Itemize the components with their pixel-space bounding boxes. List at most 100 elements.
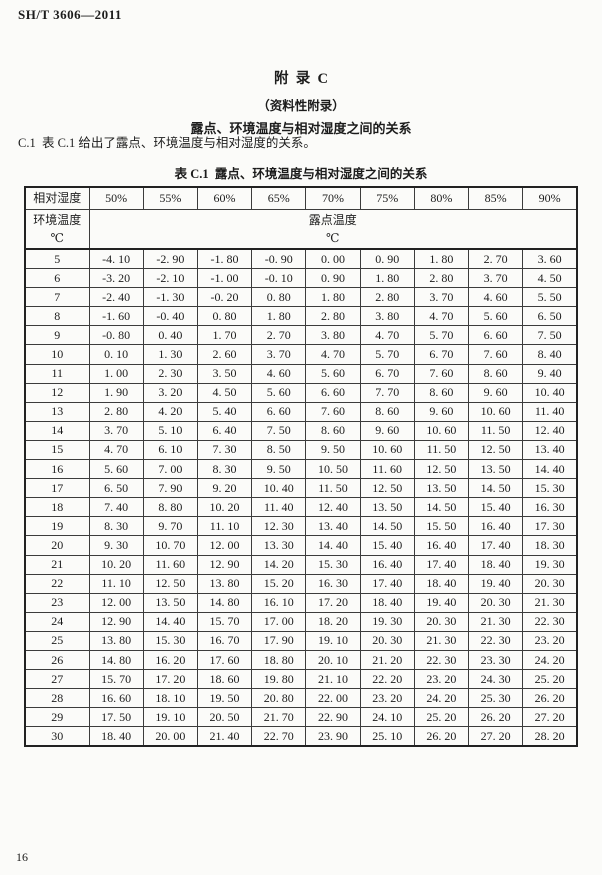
dew-point-cell: 7. 30: [196, 439, 253, 461]
dew-point-cell: 22. 30: [468, 630, 524, 651]
dew-point-cell: -1. 00: [196, 268, 253, 289]
dew-point-span-unit: ℃: [326, 231, 340, 245]
dew-point-cell: 8. 80: [142, 497, 198, 518]
table-row: 20 9. 30 10. 70 12. 00 13. 30 14. 40 15. 40 16.…: [24, 535, 578, 556]
dew-point-cell: 22. 00: [305, 688, 361, 709]
dew-point-cell: 16. 70: [196, 630, 253, 651]
table-row: 22 11. 10 12. 50 13. 80 15. 20 16. 30 17. 40 18…: [24, 573, 578, 594]
dew-point-cell: 7. 60: [413, 363, 470, 384]
dew-point-cell: 11. 60: [359, 459, 415, 480]
dew-point-cell: 10. 20: [88, 554, 144, 575]
dew-point-cell: -4. 10: [88, 248, 144, 270]
dew-point-cell: 12. 50: [413, 459, 470, 480]
ambient-temp-cell: 25: [24, 630, 90, 651]
dew-point-cell: 1. 80: [359, 268, 415, 289]
dew-point-cell: 18. 30: [522, 535, 578, 556]
dew-point-cell: 25. 10: [359, 726, 415, 747]
dew-point-cell: 11. 50: [305, 478, 361, 499]
dew-point-cell: 4. 70: [359, 325, 415, 346]
dew-point-cell: 6. 70: [413, 344, 470, 365]
dew-point-cell: 13. 30: [251, 535, 307, 556]
ambient-temp-cell: 17: [24, 478, 90, 499]
humidity-col-header: 55%: [142, 186, 198, 210]
dew-point-cell: 24. 20: [522, 649, 578, 671]
dew-point-cell: 2. 70: [251, 325, 307, 346]
ambient-temp-cell: 6: [24, 268, 90, 289]
ambient-temp-cell: 22: [24, 573, 90, 594]
dew-point-cell: 2. 70: [468, 248, 524, 270]
dew-point-cell: 20. 10: [305, 649, 361, 671]
dew-point-cell: 13. 80: [88, 630, 144, 651]
dew-point-cell: 1. 90: [88, 382, 144, 403]
dew-point-cell: 0. 90: [359, 248, 415, 270]
dew-point-cell: 16. 40: [413, 535, 470, 556]
dew-point-cell: 2. 60: [196, 344, 253, 365]
dew-point-cell: 7. 70: [359, 382, 415, 403]
dew-point-cell: 13. 50: [359, 497, 415, 518]
humidity-col-header: 80%: [413, 186, 470, 210]
dew-point-cell: 17. 20: [305, 592, 361, 613]
dew-point-cell: 18. 40: [468, 554, 524, 575]
dew-point-cell: 14. 50: [468, 478, 524, 499]
dew-point-cell: 6. 10: [142, 439, 198, 461]
dew-point-cell: 27. 20: [468, 726, 524, 747]
dew-point-cell: 9. 70: [142, 516, 198, 537]
dew-point-cell: 16. 10: [251, 592, 307, 613]
dew-point-cell: 17. 40: [359, 573, 415, 594]
dew-point-cell: 5. 50: [522, 287, 578, 308]
dew-point-cell: 14. 80: [88, 649, 144, 671]
ambient-temp-cell: 10: [24, 344, 90, 365]
table-row: 30 18. 40 20. 00 21. 40 22. 70 23. 90 25. 10 26…: [24, 726, 578, 747]
dew-point-cell: 9. 50: [251, 459, 307, 480]
dew-point-cell: 12. 50: [359, 478, 415, 499]
dew-point-cell: 2. 80: [359, 287, 415, 308]
dew-point-cell: 13. 50: [468, 459, 524, 480]
dew-point-cell: 26. 20: [413, 726, 470, 747]
dew-point-cell: 9. 60: [468, 382, 524, 403]
subheader-row: 环境温度 ℃ 露点温度 ℃: [24, 209, 578, 250]
dew-point-cell: 7. 50: [251, 420, 307, 441]
dew-point-cell: 15. 30: [522, 478, 578, 499]
dew-point-cell: 11. 10: [196, 516, 253, 537]
dew-point-cell: 3. 20: [142, 382, 198, 403]
dew-point-cell: 17. 90: [251, 630, 307, 651]
dew-point-cell: 18. 20: [305, 611, 361, 632]
dew-point-cell: 17. 40: [468, 535, 524, 556]
dew-point-cell: 15. 40: [359, 535, 415, 556]
table-row: 5 -4. 10 -2. 90 -1. 80 -0. 90 0. 00 0. 90 1. 80…: [24, 248, 578, 270]
dew-point-cell: 10. 60: [413, 420, 470, 441]
dew-point-cell: 3. 60: [522, 248, 578, 270]
corner-header: 相对湿度: [24, 186, 90, 210]
dew-point-cell: 12. 40: [522, 420, 578, 441]
dew-point-cell: 4. 70: [305, 344, 361, 365]
ambient-temp-cell: 27: [24, 669, 90, 690]
dew-point-cell: 0. 80: [251, 287, 307, 308]
dew-point-cell: 15. 30: [305, 554, 361, 575]
dew-point-span-header: 露点温度 ℃: [88, 209, 578, 250]
dew-point-span-title: 露点温度: [308, 213, 357, 227]
ambient-temp-cell: 5: [24, 248, 90, 270]
dew-point-cell: 22. 30: [522, 611, 578, 632]
humidity-col-header: 90%: [522, 186, 578, 210]
dew-point-cell: 16. 60: [88, 688, 144, 709]
dew-point-cell: 23. 20: [413, 669, 470, 690]
dew-point-cell: 7. 60: [305, 401, 361, 422]
dew-point-cell: 20. 30: [413, 611, 470, 632]
dew-point-cell: 14. 40: [142, 611, 198, 632]
dew-point-cell: 12. 50: [142, 573, 198, 594]
dew-point-cell: 21. 70: [251, 707, 307, 728]
dew-point-cell: 3. 50: [196, 363, 253, 384]
dew-point-cell: 19. 50: [196, 688, 253, 709]
dew-point-cell: 15. 40: [468, 497, 524, 518]
table-header: 相对湿度 50% 55% 60% 65% 70% 75% 80% 85% 90%…: [24, 186, 578, 250]
dew-point-cell: 13. 80: [196, 573, 253, 594]
dew-point-cell: 19. 10: [305, 630, 361, 651]
dew-point-cell: 10. 70: [142, 535, 198, 556]
dew-point-cell: 4. 50: [196, 382, 253, 403]
dew-point-cell: 6. 60: [468, 325, 524, 346]
dew-point-cell: 15. 20: [251, 573, 307, 594]
doc-number: SH/T 3606—2011: [18, 7, 122, 22]
dew-point-cell: 4. 70: [88, 439, 144, 461]
ambient-temp-cell: 14: [24, 420, 90, 441]
appendix-title: 附 录 C: [274, 71, 328, 87]
